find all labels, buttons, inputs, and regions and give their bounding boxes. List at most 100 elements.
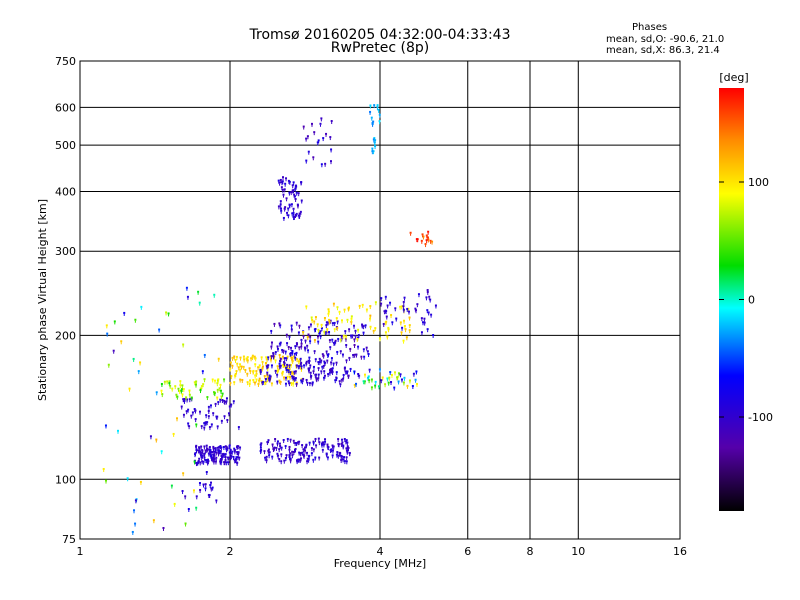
data-point: [305, 305, 308, 310]
data-point: [184, 522, 187, 527]
data-point: [345, 456, 348, 461]
data-point: [362, 331, 365, 336]
data-point: [106, 332, 109, 337]
data-point: [218, 445, 221, 450]
data-point: [329, 160, 332, 165]
data-point: [309, 335, 312, 340]
data-point: [337, 438, 340, 443]
data-point: [295, 442, 298, 447]
data-point: [368, 368, 371, 373]
data-point: [187, 408, 190, 413]
data-point: [331, 370, 334, 375]
data-point: [283, 188, 286, 193]
data-point: [283, 362, 286, 367]
data-point: [319, 335, 322, 340]
data-point: [205, 444, 208, 449]
data-point: [195, 495, 198, 500]
data-point: [232, 455, 235, 460]
data-point: [219, 398, 222, 403]
data-point: [415, 370, 418, 375]
data-point: [318, 357, 321, 362]
data-point: [238, 456, 241, 461]
data-point: [268, 378, 271, 383]
data-point: [200, 454, 203, 459]
data-point: [304, 339, 307, 344]
data-point: [280, 453, 283, 458]
data-point: [242, 365, 245, 370]
data-point: [267, 377, 270, 382]
data-point: [206, 396, 209, 401]
data-point: [339, 338, 342, 343]
data-point: [336, 326, 339, 331]
data-point: [260, 356, 263, 361]
data-point: [312, 448, 315, 453]
data-point: [213, 293, 216, 298]
data-point: [201, 370, 204, 375]
data-point: [284, 350, 287, 355]
data-point: [402, 300, 405, 305]
data-point: [408, 316, 411, 321]
data-point: [279, 357, 282, 362]
data-point: [282, 193, 285, 198]
data-point: [313, 320, 316, 325]
data-point: [423, 321, 426, 326]
data-point: [195, 448, 198, 453]
data-point: [404, 328, 407, 333]
data-point: [397, 380, 400, 385]
data-point: [223, 461, 226, 466]
data-point: [429, 239, 432, 244]
data-point: [278, 362, 281, 367]
data-point: [303, 346, 306, 351]
data-point: [222, 453, 225, 458]
data-point: [212, 412, 215, 417]
data-point: [128, 387, 131, 392]
data-point: [290, 356, 293, 361]
data-point: [326, 359, 329, 364]
data-point: [155, 438, 158, 443]
colorbar-tick-label: 100: [748, 176, 769, 189]
x-tick-label: 10: [571, 545, 585, 558]
data-point: [162, 526, 165, 531]
data-point: [240, 365, 243, 370]
data-point: [408, 379, 411, 384]
y-tick-label: 600: [55, 101, 76, 114]
data-point: [363, 380, 366, 385]
data-point: [278, 458, 281, 463]
data-point: [318, 456, 321, 461]
data-point: [270, 355, 273, 360]
data-point: [288, 454, 291, 459]
data-point: [299, 458, 302, 463]
data-point: [402, 339, 405, 344]
data-point: [204, 459, 207, 464]
data-point: [123, 311, 126, 316]
data-point: [294, 345, 297, 350]
data-point: [307, 458, 310, 463]
data-point: [219, 389, 222, 394]
data-point: [335, 377, 338, 382]
data-point: [272, 447, 275, 452]
data-point: [286, 437, 289, 442]
data-point: [338, 451, 341, 456]
y-tick-labels: 75 100 200 300 400 500 600 750: [55, 55, 76, 546]
data-point: [322, 354, 325, 359]
y-tick-label: 100: [55, 473, 76, 486]
data-point: [171, 387, 174, 392]
data-point: [298, 451, 301, 456]
data-point: [300, 199, 303, 204]
data-point: [269, 358, 272, 363]
colorbar-ticks: 100 0 -100: [719, 176, 773, 424]
data-point: [321, 448, 324, 453]
data-point: [139, 480, 142, 485]
data-point: [287, 346, 290, 351]
data-point: [245, 357, 248, 362]
data-point: [276, 452, 279, 457]
data-point: [285, 368, 288, 373]
data-point: [288, 203, 291, 208]
data-point: [270, 382, 273, 387]
data-point: [378, 368, 381, 373]
data-point: [204, 421, 207, 426]
data-point: [427, 311, 430, 316]
data-point: [330, 148, 333, 153]
data-point: [391, 321, 394, 326]
data-point: [198, 482, 201, 487]
